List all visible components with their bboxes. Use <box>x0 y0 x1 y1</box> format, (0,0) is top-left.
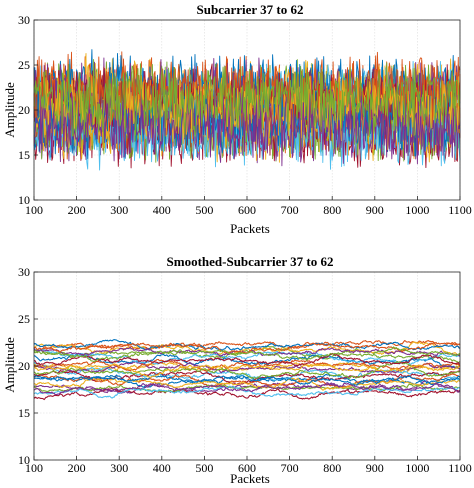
y-tick-label: 25 <box>18 58 30 72</box>
x-axis-label: Packets <box>230 471 270 486</box>
series-line <box>34 373 461 388</box>
x-tick-label: 500 <box>195 461 213 475</box>
series-line <box>33 346 461 363</box>
x-tick-label: 800 <box>323 203 341 217</box>
y-tick-label: 25 <box>18 312 30 326</box>
x-tick-label: 300 <box>110 203 128 217</box>
series-line <box>33 340 461 352</box>
y-tick-label: 10 <box>18 193 30 207</box>
series-line <box>33 385 461 399</box>
series-line <box>33 70 461 149</box>
y-tick-label: 15 <box>18 148 30 162</box>
series-line <box>33 347 461 365</box>
x-tick-label: 200 <box>68 203 86 217</box>
x-tick-label: 800 <box>323 461 341 475</box>
chart-title: Smoothed-Subcarrier 37 to 62 <box>167 254 334 269</box>
x-tick-label: 700 <box>281 461 299 475</box>
x-tick-label: 100 <box>25 461 43 475</box>
smoothed-amplitude-chart: Smoothed-Subcarrier 37 to 62 100 200 300 40… <box>2 254 472 486</box>
x-tick-label: 900 <box>366 461 384 475</box>
y-tick-label: 30 <box>18 13 30 27</box>
x-tick-label: 1100 <box>448 461 472 475</box>
series-line <box>33 377 461 391</box>
y-tick-label: 20 <box>18 103 30 117</box>
series-line <box>33 358 461 372</box>
x-tick-label: 500 <box>195 203 213 217</box>
x-tick-label: 1000 <box>405 203 429 217</box>
series-line <box>33 341 461 357</box>
series-line <box>33 363 461 379</box>
series-line <box>33 387 461 401</box>
series-line <box>33 352 460 370</box>
series-line <box>33 59 461 139</box>
y-tick-label: 10 <box>18 453 30 467</box>
x-tick-label: 600 <box>238 203 256 217</box>
x-tick-label: 400 <box>153 203 171 217</box>
y-tick-label: 20 <box>18 359 30 373</box>
x-tick-label: 700 <box>281 203 299 217</box>
series-line <box>33 345 461 364</box>
series-line <box>33 360 461 380</box>
series-line <box>33 375 460 386</box>
x-tick-label: 300 <box>110 461 128 475</box>
y-axis-label: Amplitude <box>2 337 17 393</box>
x-tick-label: 900 <box>366 203 384 217</box>
series-line <box>33 352 461 367</box>
chart-title: Subcarrier 37 to 62 <box>197 2 304 17</box>
series-line <box>33 339 461 351</box>
series-line <box>33 382 460 396</box>
x-tick-label: 200 <box>68 461 86 475</box>
series-line <box>33 361 461 374</box>
y-tick-label: 15 <box>18 406 30 420</box>
y-axis-label: Amplitude <box>2 82 17 138</box>
y-tick-label: 30 <box>18 265 30 279</box>
x-axis-label: Packets <box>230 221 270 236</box>
x-tick-label: 100 <box>25 203 43 217</box>
x-tick-label: 1100 <box>448 203 472 217</box>
raw-amplitude-chart: Subcarrier 37 to 62 100 200 300 400 500 600 70… <box>2 2 472 236</box>
x-tick-label: 600 <box>238 461 256 475</box>
x-tick-label: 1000 <box>405 461 429 475</box>
x-tick-label: 400 <box>153 461 171 475</box>
series-line <box>33 86 461 167</box>
